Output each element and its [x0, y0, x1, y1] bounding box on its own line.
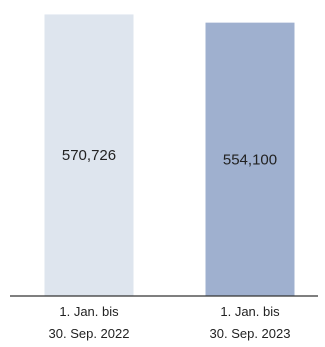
x-tick-label-1-line-1: 1. Jan. bis	[59, 304, 119, 319]
x-tick-label-1-line-2: 30. Sep. 2022	[49, 326, 130, 341]
labels-group: 570,726 1. Jan. bis 30. Sep. 2022 554,100 1.…	[49, 147, 291, 341]
bar-value-label-2: 554,100	[223, 151, 277, 168]
x-tick-label-2-line-2: 30. Sep. 2023	[210, 326, 291, 341]
bar-1	[44, 14, 134, 297]
bar-value-label-1: 570,726	[62, 147, 116, 164]
x-tick-label-2-line-1: 1. Jan. bis	[220, 304, 280, 319]
bars-group	[44, 14, 295, 297]
bar-2	[205, 22, 295, 296]
